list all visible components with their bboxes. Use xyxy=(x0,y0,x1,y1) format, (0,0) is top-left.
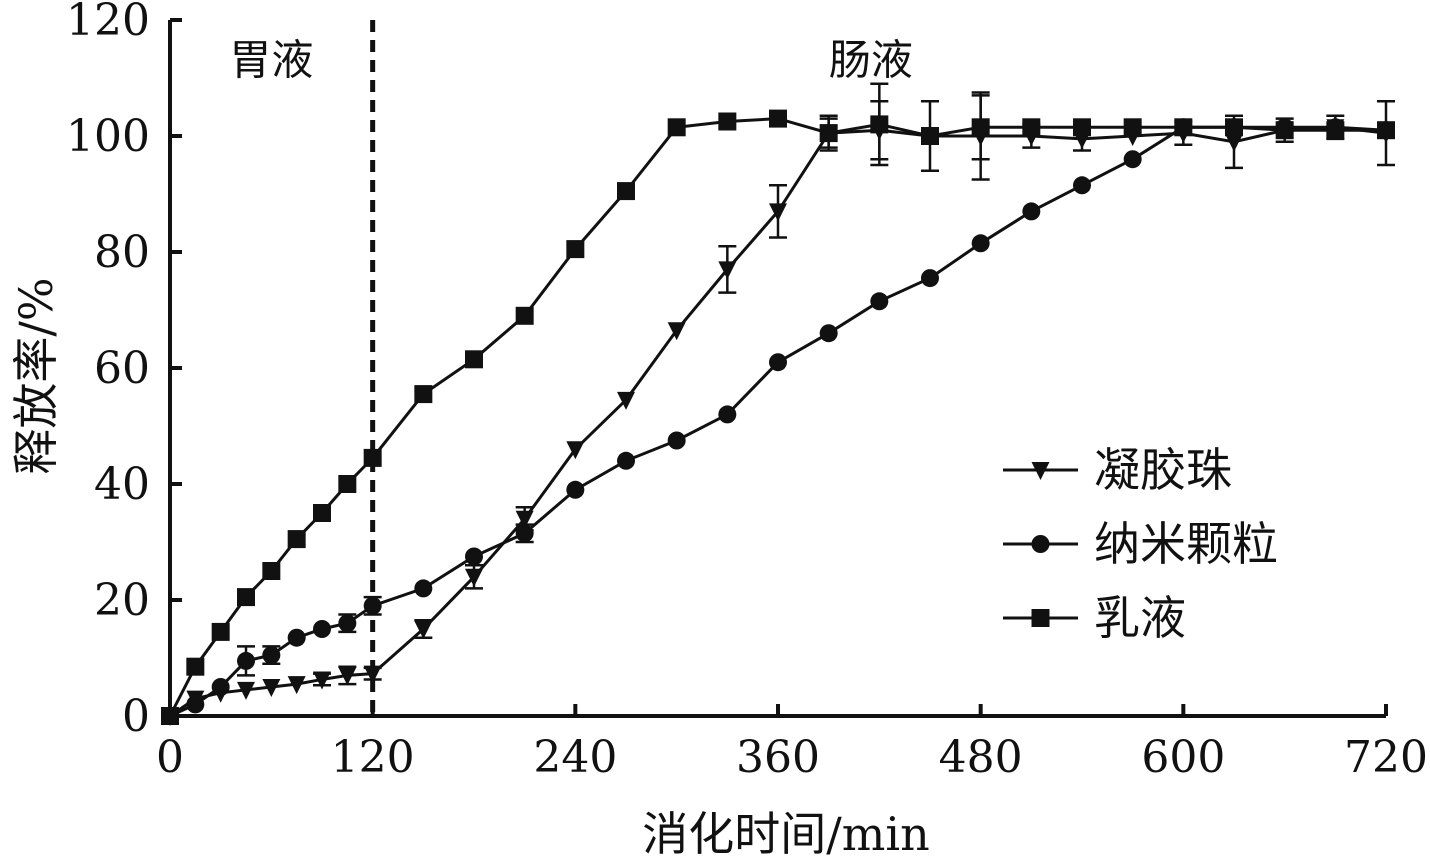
x-axis-title: 消化时间/min xyxy=(642,807,929,861)
data-point xyxy=(338,475,357,493)
x-tick-label: 120 xyxy=(331,732,415,783)
data-point xyxy=(313,504,331,522)
data-point xyxy=(414,621,433,639)
region-label: 胃液 xyxy=(229,36,313,85)
data-point xyxy=(1073,118,1091,137)
data-point xyxy=(237,651,255,670)
data-point xyxy=(313,620,331,638)
legend-label: 纳米颗粒 xyxy=(1094,517,1278,571)
data-point xyxy=(617,182,635,201)
data-point xyxy=(515,306,534,325)
data-point xyxy=(769,203,787,222)
data-point xyxy=(515,510,534,529)
annotations: 胃液 肠液 xyxy=(229,36,913,85)
y-tick-label: 100 xyxy=(66,111,150,162)
data-point xyxy=(971,118,990,137)
data-point xyxy=(515,524,534,543)
y-tick-label: 40 xyxy=(94,459,150,510)
data-point xyxy=(718,112,737,131)
data-point xyxy=(1275,121,1294,140)
legend-label: 乳液 xyxy=(1094,591,1186,645)
data-point xyxy=(1377,121,1395,140)
data-point xyxy=(1225,133,1243,152)
data-point xyxy=(211,622,230,641)
data-point xyxy=(465,350,483,369)
y-tick-label: 0 xyxy=(122,691,150,742)
data-point xyxy=(667,431,686,450)
data-point xyxy=(1022,118,1041,137)
x-tick-label: 480 xyxy=(939,732,1023,783)
data-point xyxy=(211,678,230,696)
data-point xyxy=(1326,121,1345,140)
data-point xyxy=(667,118,686,137)
data-point xyxy=(718,261,737,280)
data-point xyxy=(262,646,281,665)
data-point xyxy=(338,614,357,633)
data-point xyxy=(971,234,990,253)
data-point xyxy=(414,385,433,404)
y-tick-label: 60 xyxy=(94,343,150,394)
data-point xyxy=(465,547,483,566)
region-label: 肠液 xyxy=(829,36,913,85)
x-tick-label: 360 xyxy=(736,732,820,783)
data-point xyxy=(1022,202,1041,221)
data-point xyxy=(465,568,483,587)
data-point xyxy=(287,530,306,549)
x-tick-label: 0 xyxy=(156,732,184,783)
legend-marker xyxy=(1031,609,1050,627)
axes: 0 120 240 360 480 600 720 0 20 40 60 80 100 120 xyxy=(66,0,1428,783)
data-point xyxy=(617,451,635,470)
data-point xyxy=(819,124,838,143)
data-point xyxy=(262,562,281,580)
data-point xyxy=(718,405,737,424)
data-point xyxy=(287,628,306,647)
data-point xyxy=(617,391,635,410)
data-point xyxy=(870,115,889,134)
data-point xyxy=(161,707,179,725)
data-point xyxy=(1123,150,1142,169)
data-point xyxy=(921,269,939,288)
data-point xyxy=(363,448,382,467)
data-point xyxy=(237,681,255,700)
data-point xyxy=(262,679,281,697)
y-axis-title: 释放率/% xyxy=(9,277,63,474)
x-tick-label: 240 xyxy=(533,732,617,783)
data-point xyxy=(237,588,255,607)
legend-label: 凝胶珠 xyxy=(1094,443,1232,497)
data-point xyxy=(186,657,205,676)
x-tick-label: 600 xyxy=(1141,732,1225,783)
data-point xyxy=(667,322,686,341)
data-point xyxy=(1225,118,1243,137)
data-point xyxy=(338,667,357,686)
data-point xyxy=(1073,176,1091,195)
y-tick-label: 120 xyxy=(66,0,150,46)
data-point xyxy=(870,292,889,311)
y-tick-label: 80 xyxy=(94,227,150,278)
data-point xyxy=(1123,118,1142,137)
data-point xyxy=(363,665,382,684)
x-tick-label: 720 xyxy=(1344,732,1428,783)
legend-marker xyxy=(1031,462,1050,480)
data-point xyxy=(819,324,838,343)
y-tick-label: 20 xyxy=(94,575,150,626)
legend-marker xyxy=(1031,535,1050,553)
data-point xyxy=(566,240,585,259)
data-point xyxy=(313,671,331,690)
series-layer xyxy=(161,82,1395,726)
data-point xyxy=(414,579,433,598)
data-point xyxy=(769,109,787,128)
data-point xyxy=(186,695,205,714)
data-point xyxy=(769,353,787,372)
data-point xyxy=(363,596,382,615)
series-circle xyxy=(161,118,1395,725)
data-point xyxy=(1174,118,1193,137)
series-square xyxy=(161,82,1395,725)
data-point xyxy=(566,480,585,499)
data-point xyxy=(287,676,306,695)
data-point xyxy=(566,441,585,460)
data-point xyxy=(921,127,939,145)
